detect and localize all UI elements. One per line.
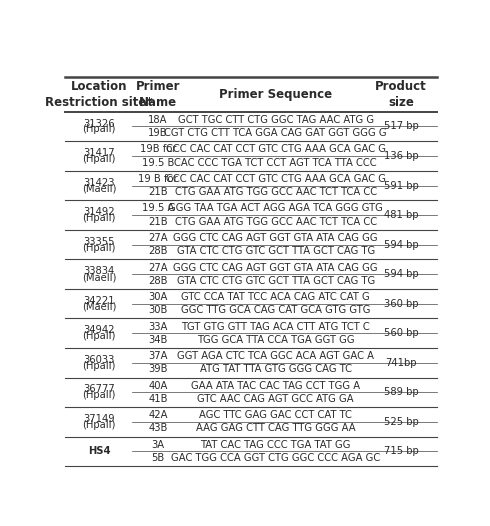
- Text: GTC CCA TAT TCC ACA CAG ATC CAT G: GTC CCA TAT TCC ACA CAG ATC CAT G: [181, 292, 370, 302]
- Text: 589 bp: 589 bp: [384, 387, 418, 397]
- Text: 31492: 31492: [83, 207, 115, 217]
- Text: AGC TTC GAG GAC CCT CAT TC: AGC TTC GAG GAC CCT CAT TC: [199, 410, 352, 420]
- Text: GCT TGC CTT CTG GGC TAG AAC ATG G: GCT TGC CTT CTG GGC TAG AAC ATG G: [178, 115, 374, 125]
- Text: 28B: 28B: [148, 276, 168, 286]
- Text: (HpaII): (HpaII): [82, 420, 116, 430]
- Text: Primer
Name: Primer Name: [136, 80, 180, 109]
- Text: 18A: 18A: [148, 115, 168, 125]
- Text: 136 bp: 136 bp: [384, 151, 418, 161]
- Text: GTA CTC CTG GTC GCT TTA GCT CAG TG: GTA CTC CTG GTC GCT TTA GCT CAG TG: [177, 246, 375, 256]
- Text: (MaeII): (MaeII): [82, 184, 117, 194]
- Text: 30A: 30A: [148, 292, 168, 302]
- Text: (HpaII): (HpaII): [82, 154, 116, 164]
- Text: 21B: 21B: [148, 217, 168, 227]
- Text: GGG TAA TGA ACT AGG AGA TCA GGG GTG: GGG TAA TGA ACT AGG AGA TCA GGG GTG: [169, 204, 383, 214]
- Text: 42A: 42A: [148, 410, 168, 420]
- Text: GGC TTG GCA CAG CAT GCA GTG GTG: GGC TTG GCA CAG CAT GCA GTG GTG: [181, 305, 370, 315]
- Text: CCC CAC CAT CCT GTC CTG AAA GCA GAC G: CCC CAC CAT CCT GTC CTG AAA GCA GAC G: [166, 174, 386, 184]
- Text: 594 bp: 594 bp: [384, 240, 418, 250]
- Text: GTA CTC CTG GTC GCT TTA GCT CAG TG: GTA CTC CTG GTC GCT TTA GCT CAG TG: [177, 276, 375, 286]
- Text: 33834: 33834: [84, 266, 115, 276]
- Text: (HpaII): (HpaII): [82, 331, 116, 341]
- Text: GAC TGG CCA GGT CTG GGC CCC AGA GC: GAC TGG CCA GGT CTG GGC CCC AGA GC: [171, 453, 380, 463]
- Text: GGG CTC CAG AGT GGT GTA ATA CAG GG: GGG CTC CAG AGT GGT GTA ATA CAG GG: [173, 262, 378, 272]
- Text: GGG CTC CAG AGT GGT GTA ATA CAG GG: GGG CTC CAG AGT GGT GTA ATA CAG GG: [173, 233, 378, 243]
- Text: 481 bp: 481 bp: [384, 210, 418, 220]
- Text: Primer Sequence: Primer Sequence: [219, 88, 332, 101]
- Text: Location
Restriction site*: Location Restriction site*: [46, 80, 153, 109]
- Text: GAA ATA TAC CAC TAG CCT TGG A: GAA ATA TAC CAC TAG CCT TGG A: [191, 381, 360, 391]
- Text: 715 bp: 715 bp: [384, 447, 418, 457]
- Text: 31326: 31326: [83, 118, 115, 128]
- Text: 19B: 19B: [148, 128, 168, 138]
- Text: 3A: 3A: [151, 440, 165, 450]
- Text: CAC CCC TGA TCT CCT AGT TCA TTA CCC: CAC CCC TGA TCT CCT AGT TCA TTA CCC: [174, 158, 377, 168]
- Text: (HpaII): (HpaII): [82, 361, 116, 371]
- Text: 34B: 34B: [148, 335, 168, 345]
- Text: 27A: 27A: [148, 262, 168, 272]
- Text: Product
size: Product size: [375, 80, 427, 109]
- Text: 594 bp: 594 bp: [384, 269, 418, 279]
- Text: CCC CAC CAT CCT GTC CTG AAA GCA GAC G: CCC CAC CAT CCT GTC CTG AAA GCA GAC G: [166, 144, 386, 154]
- Text: HS4: HS4: [88, 447, 111, 457]
- Text: 27A: 27A: [148, 233, 168, 243]
- Text: (HpaII): (HpaII): [82, 213, 116, 223]
- Text: CGT CTG CTT TCA GGA CAG GAT GGT GGG G: CGT CTG CTT TCA GGA CAG GAT GGT GGG G: [165, 128, 387, 138]
- Text: 19 B for: 19 B for: [138, 174, 178, 184]
- Text: 741bp: 741bp: [385, 358, 417, 368]
- Text: 40A: 40A: [148, 381, 168, 391]
- Text: 5B: 5B: [151, 453, 165, 463]
- Text: GTC AAC CAG AGT GCC ATG GA: GTC AAC CAG AGT GCC ATG GA: [197, 394, 354, 404]
- Text: (HpaII): (HpaII): [82, 242, 116, 252]
- Text: 31417: 31417: [83, 148, 115, 158]
- Text: 19B for: 19B for: [140, 144, 176, 154]
- Text: 19.5 A: 19.5 A: [142, 204, 174, 214]
- Text: 39B: 39B: [148, 365, 168, 375]
- Text: 37149: 37149: [83, 414, 115, 424]
- Text: 31423: 31423: [83, 178, 115, 188]
- Text: CTG GAA ATG TGG GCC AAC TCT TCA CC: CTG GAA ATG TGG GCC AAC TCT TCA CC: [175, 217, 377, 227]
- Text: 33355: 33355: [83, 237, 115, 247]
- Text: 19.5 B: 19.5 B: [142, 158, 174, 168]
- Text: 591 bp: 591 bp: [384, 180, 418, 190]
- Text: 37A: 37A: [148, 351, 168, 361]
- Text: 517 bp: 517 bp: [384, 122, 418, 132]
- Text: ATG TAT TTA GTG GGG CAG TC: ATG TAT TTA GTG GGG CAG TC: [200, 365, 352, 375]
- Text: 34942: 34942: [83, 325, 115, 335]
- Text: 36033: 36033: [83, 355, 115, 365]
- Text: 36777: 36777: [83, 385, 115, 394]
- Text: CTG GAA ATG TGG GCC AAC TCT TCA CC: CTG GAA ATG TGG GCC AAC TCT TCA CC: [175, 187, 377, 197]
- Text: 28B: 28B: [148, 246, 168, 256]
- Text: 41B: 41B: [148, 394, 168, 404]
- Text: (MaeII): (MaeII): [82, 272, 117, 282]
- Text: 34221: 34221: [83, 296, 115, 306]
- Text: 21B: 21B: [148, 187, 168, 197]
- Text: TGG GCA TTA CCA TGA GGT GG: TGG GCA TTA CCA TGA GGT GG: [197, 335, 355, 345]
- Text: 360 bp: 360 bp: [384, 299, 418, 309]
- Text: 30B: 30B: [148, 305, 168, 315]
- Text: AAG GAG CTT CAG TTG GGG AA: AAG GAG CTT CAG TTG GGG AA: [196, 423, 356, 433]
- Text: TAT CAC TAG CCC TGA TAT GG: TAT CAC TAG CCC TGA TAT GG: [200, 440, 351, 450]
- Text: (HpaII): (HpaII): [82, 125, 116, 135]
- Text: (HpaII): (HpaII): [82, 390, 116, 400]
- Text: 43B: 43B: [148, 423, 168, 433]
- Text: 525 bp: 525 bp: [384, 417, 418, 427]
- Text: 33A: 33A: [148, 321, 168, 331]
- Text: TGT GTG GTT TAG ACA CTT ATG TCT C: TGT GTG GTT TAG ACA CTT ATG TCT C: [181, 321, 370, 331]
- Text: GGT AGA CTC TCA GGC ACA AGT GAC A: GGT AGA CTC TCA GGC ACA AGT GAC A: [177, 351, 374, 361]
- Text: (MaeII): (MaeII): [82, 301, 117, 311]
- Text: 560 bp: 560 bp: [384, 328, 418, 338]
